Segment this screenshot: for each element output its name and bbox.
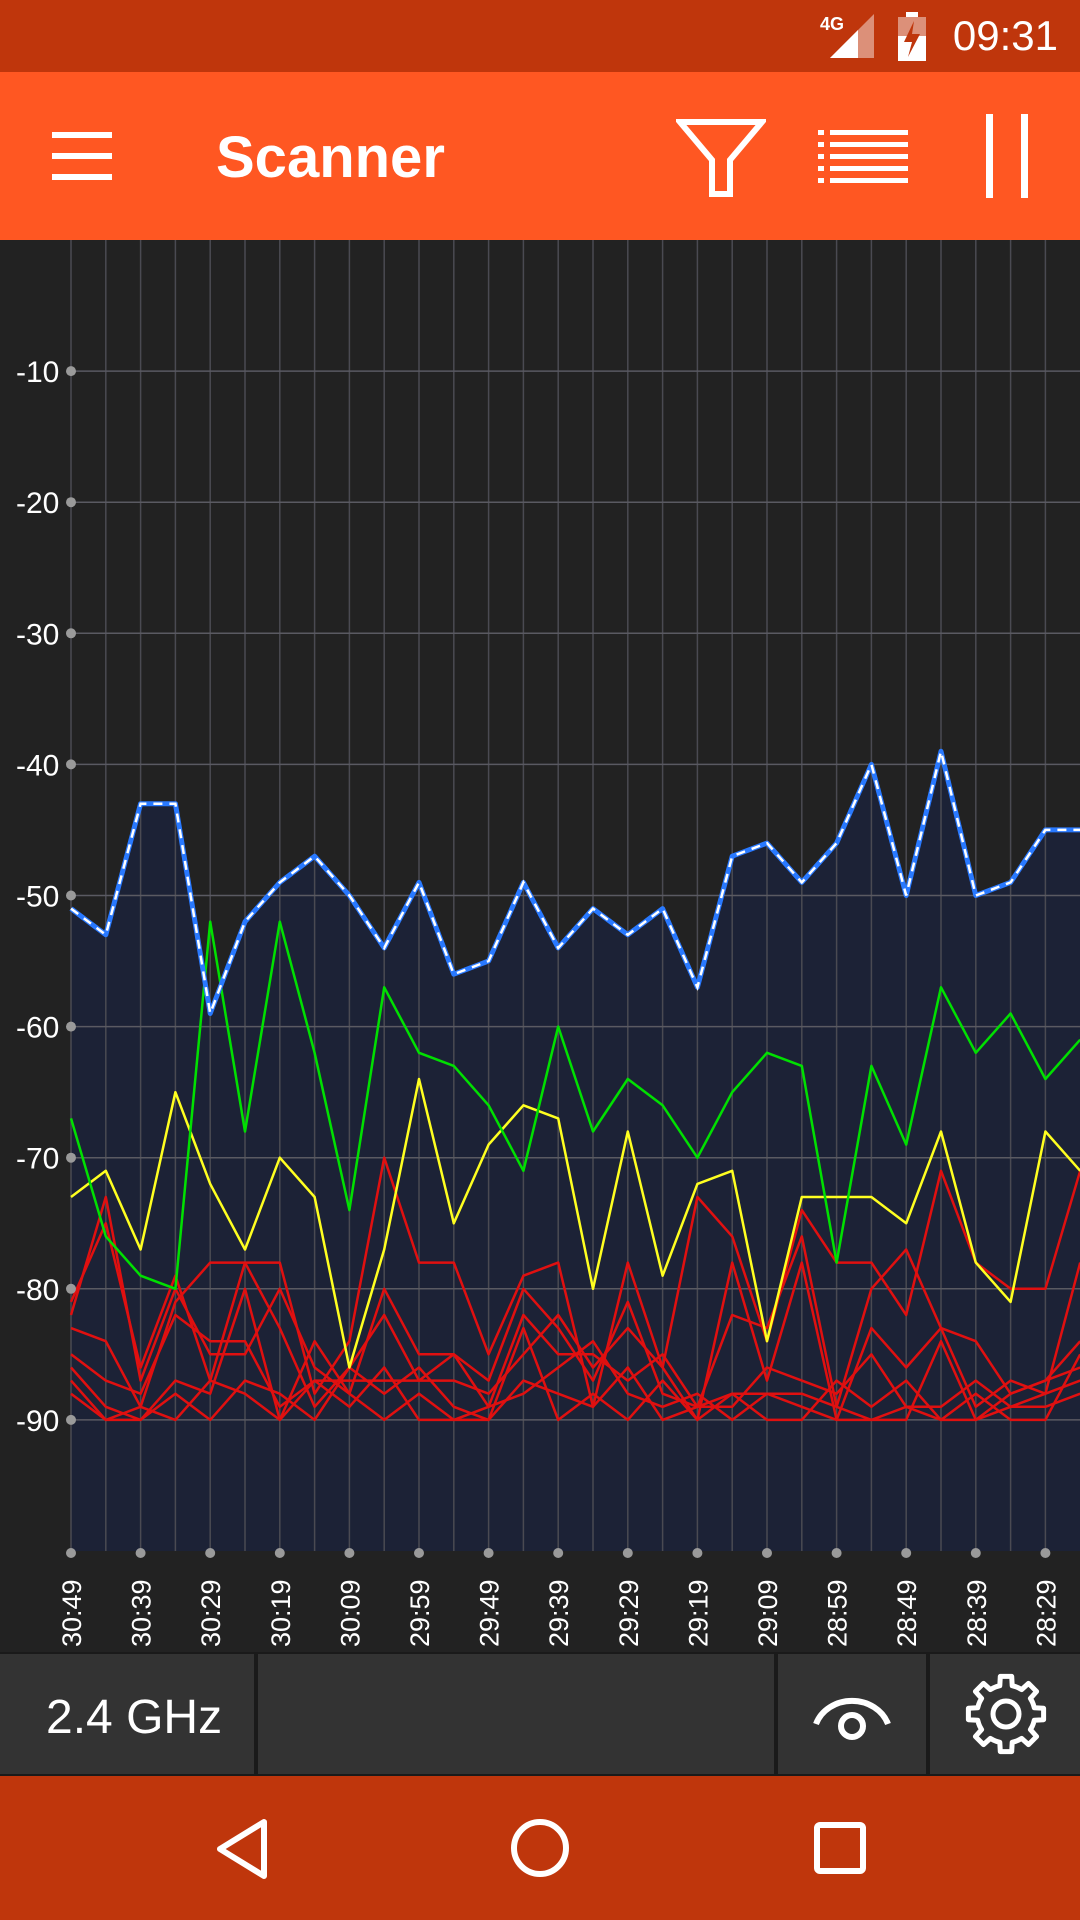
- x-tick-dot: [344, 1548, 355, 1558]
- band-selector[interactable]: 2.4 GHz: [0, 1654, 254, 1774]
- x-tick-label: 30:19: [266, 1579, 296, 1647]
- x-tick-dot: [831, 1548, 842, 1558]
- y-tick-label: -40: [16, 749, 59, 782]
- y-tick-label: -80: [16, 1274, 59, 1307]
- x-tick-dot: [274, 1548, 285, 1558]
- y-tick-label: -10: [16, 356, 59, 389]
- x-tick-dot: [622, 1548, 633, 1558]
- series-line: [70, 1261, 1080, 1422]
- series-line: [69, 920, 1080, 1291]
- y-tick-dot: [66, 890, 76, 901]
- toolbar-spacer: [258, 1654, 774, 1774]
- clock: 09:31: [952, 12, 1058, 59]
- menu-icon[interactable]: [50, 130, 114, 182]
- series-line: [69, 1195, 1080, 1409]
- x-tick-label: 28:39: [962, 1579, 992, 1647]
- gear-icon: [965, 1673, 1047, 1755]
- y-tick-dot: [66, 1152, 76, 1163]
- pause-icon[interactable]: [982, 112, 1032, 200]
- bottom-toolbar: 2.4 GHz: [0, 1652, 1080, 1776]
- y-tick-label: -30: [16, 618, 59, 651]
- x-tick-dot: [483, 1548, 494, 1558]
- x-tick-dot: [970, 1548, 981, 1558]
- x-tick-dot: [901, 1548, 912, 1558]
- y-tick-label: -20: [16, 487, 59, 520]
- x-tick-label: 29:49: [475, 1579, 505, 1647]
- x-tick-dot: [414, 1548, 424, 1558]
- signal-4g-icon: 4G: [820, 14, 874, 58]
- x-tick-label: 29:59: [405, 1579, 435, 1647]
- x-tick-dot: [66, 1548, 76, 1558]
- x-tick-label: 29:19: [683, 1579, 713, 1647]
- eye-icon: [813, 1697, 891, 1740]
- y-tick-dot: [66, 628, 76, 639]
- x-tick-label: 30:29: [196, 1579, 226, 1647]
- series-line-max-dash: [70, 751, 1080, 1019]
- y-tick-dot: [66, 366, 76, 377]
- network-type-label: 4G: [820, 14, 844, 34]
- y-tick-dot: [66, 1283, 76, 1294]
- battery-charging-icon: [898, 12, 926, 61]
- x-tick-label: 28:29: [1031, 1579, 1061, 1647]
- x-tick-label: 30:49: [57, 1579, 87, 1647]
- chart-canvas: -10 -20 -30 -40 -50 -60 -70 -80 -90 30:49 30:39 30:…: [16, 240, 1080, 1647]
- x-tick-label: 30:39: [127, 1579, 157, 1647]
- x-tick-dot: [205, 1548, 216, 1558]
- x-tick-dot: [692, 1548, 703, 1558]
- system-nav-bar: [0, 1776, 1080, 1920]
- signal-strength-chart: -10 -20 -30 -40 -50 -60 -70 -80 -90 30:49 30:39 30:…: [0, 240, 1080, 1652]
- page-title: Scanner: [216, 125, 445, 190]
- series-line: [69, 1156, 1080, 1409]
- recents-icon[interactable]: [814, 1822, 866, 1874]
- series-line: [70, 1326, 1080, 1422]
- status-bar: 4G 09:31: [0, 0, 1080, 72]
- list-icon[interactable]: [818, 128, 910, 186]
- home-icon[interactable]: [510, 1818, 570, 1878]
- y-tick-label: -90: [16, 1405, 59, 1438]
- back-icon[interactable]: [214, 1818, 268, 1880]
- y-tick-dot: [66, 1414, 76, 1425]
- x-tick-dot: [553, 1548, 564, 1558]
- signal-area-fill: [71, 751, 1080, 1551]
- filter-icon[interactable]: [676, 118, 766, 198]
- y-tick-label: -70: [16, 1143, 59, 1176]
- x-tick-label: 28:49: [892, 1579, 922, 1647]
- y-tick-label: -60: [16, 1012, 59, 1045]
- x-tick-dot: [1040, 1548, 1051, 1558]
- y-tick-dot: [66, 759, 76, 770]
- x-tick-label: 28:59: [823, 1579, 853, 1647]
- x-tick-label: 29:29: [614, 1579, 644, 1647]
- band-label: 2.4 GHz: [46, 1691, 223, 1744]
- series-line: [70, 1077, 1080, 1369]
- eye-button[interactable]: [778, 1654, 926, 1774]
- x-tick-label: 29:39: [544, 1579, 574, 1647]
- x-tick-dot: [135, 1548, 146, 1558]
- y-tick-dot: [66, 497, 76, 508]
- y-tick-dot: [66, 1021, 76, 1032]
- y-tick-label: -50: [16, 881, 59, 914]
- settings-button[interactable]: [930, 1654, 1080, 1774]
- x-tick-label: 30:09: [335, 1579, 365, 1647]
- x-tick-dot: [762, 1548, 772, 1558]
- x-tick-label: 29:09: [753, 1579, 783, 1647]
- app-bar: Scanner: [0, 72, 1080, 240]
